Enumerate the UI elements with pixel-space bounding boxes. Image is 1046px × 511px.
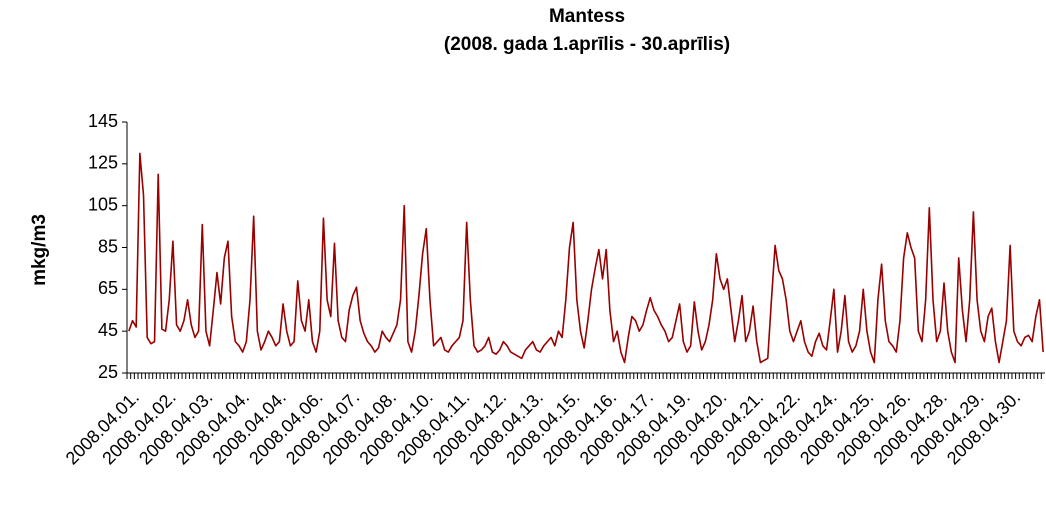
chart-subtitle: (2008. gada 1.aprīlis - 30.aprīlis) <box>444 34 730 55</box>
y-tick-label: 45 <box>98 320 118 340</box>
data-line <box>128 152 1044 364</box>
y-tick-label: 65 <box>98 278 118 298</box>
y-axis-label: mkg/m3 <box>29 214 50 286</box>
y-tick-label: 25 <box>98 362 118 382</box>
y-tick-label: 105 <box>88 194 118 214</box>
chart-title: Mantess <box>549 6 625 27</box>
y-tick-label: 85 <box>98 236 118 256</box>
y-tick-label: 145 <box>88 111 118 131</box>
y-tick-label: 125 <box>88 153 118 173</box>
